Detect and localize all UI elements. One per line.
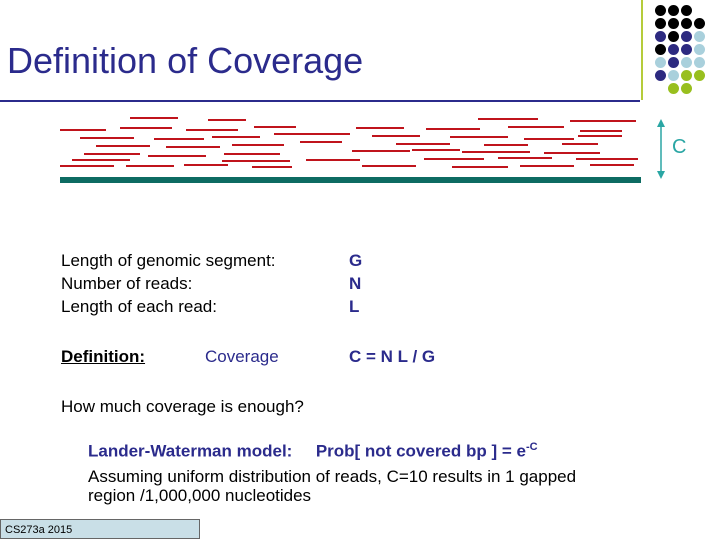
coverage-definition-row: Definition: Coverage C = N L / G xyxy=(61,346,435,368)
double-headed-arrow-icon xyxy=(657,119,665,179)
genome-segment xyxy=(60,177,641,183)
row-value: L xyxy=(349,297,360,316)
dot xyxy=(668,18,679,29)
definition-row: Length of each read: L xyxy=(61,296,359,318)
row-label: Length of each read: xyxy=(61,297,217,316)
row-value: N xyxy=(349,274,362,293)
row-label: Number of reads: xyxy=(61,274,193,293)
dot xyxy=(694,31,705,42)
dot xyxy=(694,18,705,29)
dot xyxy=(655,57,666,68)
reads-diagram xyxy=(60,117,665,183)
row-value: G xyxy=(349,251,363,270)
model-label: Lander-Waterman model: xyxy=(88,441,293,461)
definition-row: Number of reads: N xyxy=(61,273,361,295)
model-exponent: -C xyxy=(525,441,538,453)
dot xyxy=(681,18,692,29)
dot xyxy=(655,44,666,55)
coverage-word: Coverage xyxy=(205,347,279,366)
dot xyxy=(694,70,705,81)
row-label: Length of genomic segment: xyxy=(61,251,276,270)
definition-row: Length of genomic segment: G xyxy=(61,250,362,272)
dot xyxy=(681,83,692,94)
coverage-formula: C = N L / G xyxy=(349,347,436,366)
dot xyxy=(655,70,666,81)
dot xyxy=(668,31,679,42)
dot xyxy=(668,44,679,55)
slide-title: Definition of Coverage xyxy=(7,40,364,81)
dot xyxy=(681,44,692,55)
coverage-label: C xyxy=(672,136,687,158)
dot xyxy=(668,83,679,94)
dot xyxy=(655,31,666,42)
definition-label: Definition: xyxy=(61,347,146,366)
dot xyxy=(681,31,692,42)
sequencing-reads xyxy=(60,117,638,168)
dot xyxy=(655,18,666,29)
dot xyxy=(694,57,705,68)
title-underline xyxy=(0,100,640,102)
footer-course-label: CS273a 2015 xyxy=(0,519,200,539)
question-text: How much coverage is enough? xyxy=(61,397,304,416)
lander-waterman-line: Lander-Waterman model: Prob[ not covered… xyxy=(88,441,538,462)
assumption-text: Assuming uniform distribution of reads, … xyxy=(88,467,577,505)
dot xyxy=(668,5,679,16)
dot xyxy=(694,44,705,55)
dot xyxy=(681,5,692,16)
model-prob: Prob[ not covered bp ] = e xyxy=(315,441,526,461)
dot xyxy=(681,70,692,81)
dot xyxy=(668,57,679,68)
vertical-accent-rule xyxy=(641,0,643,100)
dot xyxy=(668,70,679,81)
dot xyxy=(681,57,692,68)
dot xyxy=(655,5,666,16)
